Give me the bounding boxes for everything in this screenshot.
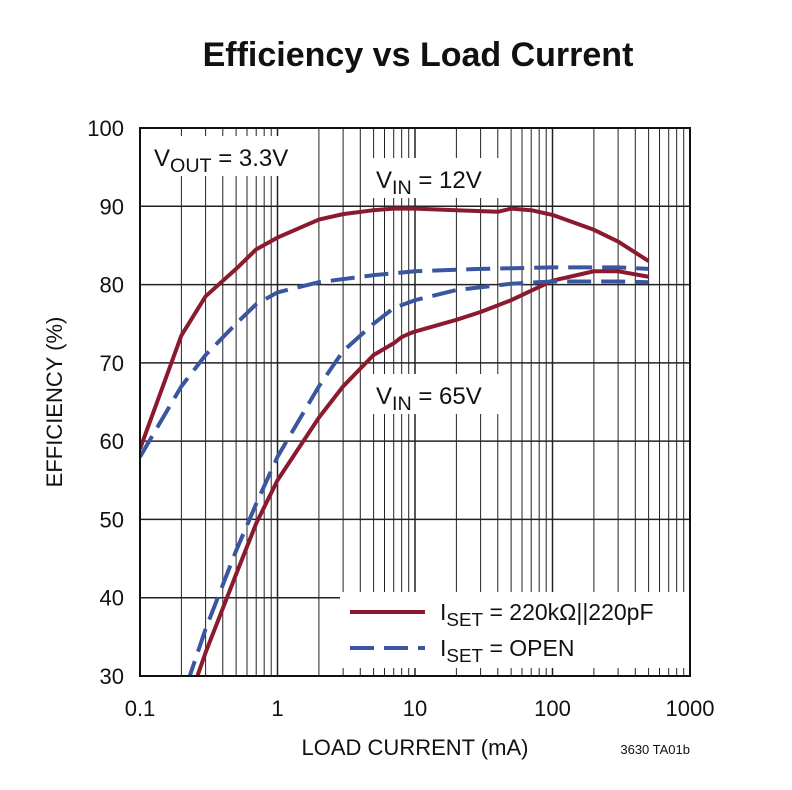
- y-tick-label: 30: [100, 664, 124, 689]
- label-sub: IN: [392, 393, 412, 415]
- label-rest: = 3.3V: [212, 145, 289, 172]
- y-tick-label: 40: [100, 586, 124, 611]
- y-tick-label: 70: [100, 351, 124, 376]
- legend-entry: ISET = 220kΩ||220pF: [440, 599, 654, 630]
- label-rest: = 12V: [412, 167, 482, 194]
- y-tick-label: 50: [100, 507, 124, 532]
- x-tick-label: 100: [534, 696, 571, 721]
- y-axis-label: EFFICIENCY (%): [42, 317, 67, 488]
- y-tick-label: 90: [100, 194, 124, 219]
- label-sub: SET: [446, 645, 483, 666]
- x-axis-label: LOAD CURRENT (mA): [302, 735, 529, 760]
- label-main: I: [440, 599, 446, 625]
- series-line: [140, 265, 649, 458]
- y-tick-label: 60: [100, 429, 124, 454]
- y-tick-label: 80: [100, 273, 124, 298]
- label-sub: OUT: [170, 155, 212, 177]
- label-main: V: [154, 145, 170, 172]
- legend-entry: ISET = OPEN: [440, 635, 574, 666]
- annotation-box: [362, 374, 500, 414]
- annotation-box: [148, 136, 298, 176]
- x-tick-label: 1: [271, 696, 283, 721]
- plot-lines: [140, 206, 650, 676]
- label-sub: IN: [392, 177, 412, 199]
- annotation: VIN = 65V: [376, 383, 482, 415]
- label-main: V: [376, 383, 392, 410]
- y-tick-label: 100: [87, 116, 124, 141]
- x-tick-label: 10: [403, 696, 427, 721]
- series-line: [140, 206, 650, 450]
- label-main: I: [440, 635, 446, 661]
- chart-title: Efficiency vs Load Current: [203, 36, 634, 74]
- legend-box: [340, 592, 690, 668]
- annotation-box: [362, 158, 500, 198]
- label-boxes: [148, 136, 690, 668]
- label-rest: = 65V: [412, 383, 482, 410]
- label-main: V: [376, 167, 392, 194]
- label-sub: SET: [446, 609, 483, 630]
- series-line: [187, 279, 649, 676]
- x-tick-label: 1000: [666, 696, 715, 721]
- x-tick-label: 0.1: [125, 696, 156, 721]
- annotation: VOUT = 3.3V: [154, 145, 288, 177]
- annotation: VIN = 12V: [376, 167, 482, 199]
- plot-frame: [139, 127, 691, 677]
- label-rest: = OPEN: [483, 635, 574, 661]
- label-rest: = 220kΩ||220pF: [483, 599, 653, 625]
- figure-note: 3630 TA01b: [620, 742, 690, 757]
